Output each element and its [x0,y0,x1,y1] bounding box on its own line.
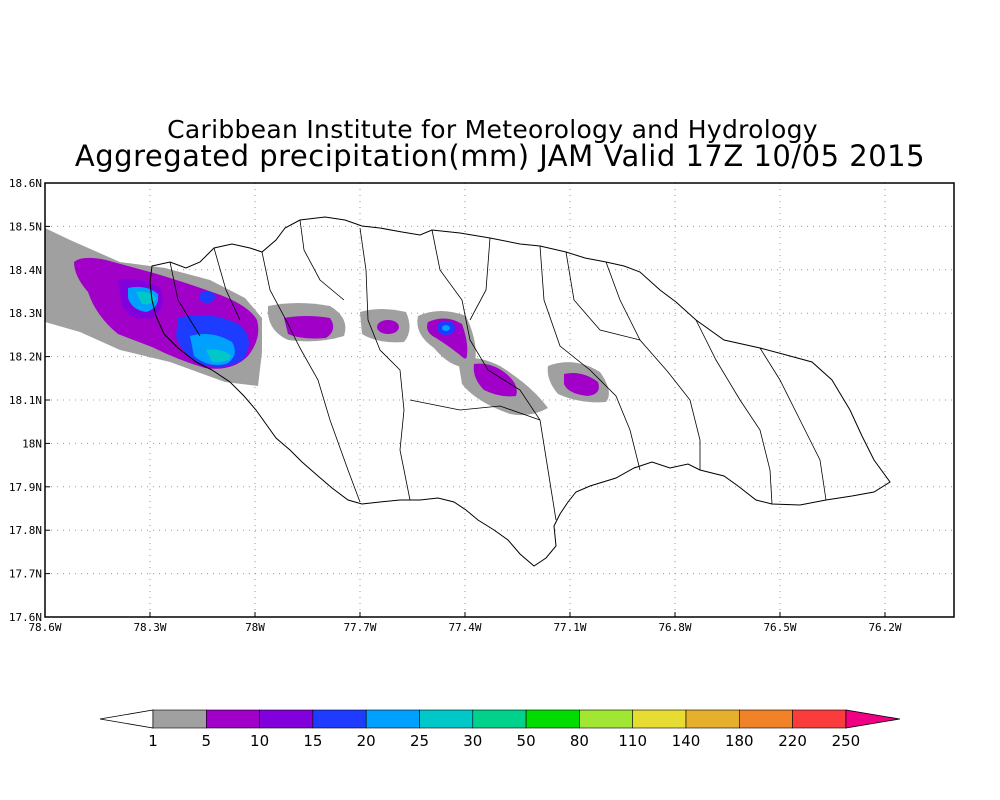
colorbar-swatch [312,709,367,729]
colorbar-label: 140 [672,732,701,750]
colorbar-label: 15 [303,732,322,750]
colorbar-label: 220 [778,732,807,750]
tick-label-lon: 78.3W [133,621,166,634]
colorbar-swatch [738,709,793,729]
tick-label-lat: 18.2N [9,351,42,364]
tick-label-lat: 17.6N [9,611,42,624]
colorbar: 1 5 10 15 20 25 30 50 80 110 140 180 220 250 [99,709,900,750]
colorbar-swatch [259,709,314,729]
colorbar-swatch [419,709,474,729]
precip-field [45,228,609,416]
colorbar-swatch [365,709,420,729]
tick-label-lat: 17.7N [9,568,42,581]
tick-label-lat: 18.3N [9,307,42,320]
tick-label-lat: 18.1N [9,394,42,407]
colorbar-label: 5 [202,732,212,750]
tick-label-lat: 17.9N [9,481,42,494]
colorbar-swatch [206,709,260,729]
tick-label-lat: 18.5N [9,220,42,233]
colorbar-swatch [525,709,580,729]
tick-label-lat: 18.4N [9,264,42,277]
colorbar-label: 110 [618,732,647,750]
precip-area-cell-3-20 [442,325,450,331]
colorbar-label: 10 [250,732,269,750]
colorbar-label: 50 [517,732,536,750]
colorbar-swatch [632,709,687,729]
tick-label-lon: 77.7W [343,621,376,634]
precip-area-cell-2-core [377,320,399,334]
colorbar-swatch [152,709,207,729]
precip-area-cell-5-core [564,373,599,396]
colorbar-label: 180 [725,732,754,750]
colorbar-label: 20 [357,732,376,750]
tick-label-lon: 78W [245,621,265,634]
plot-frame [44,182,955,618]
colorbar-label: 80 [570,732,589,750]
colorbar-swatch [792,709,847,729]
product-title: Aggregated precipitation(mm) JAM Valid 1… [74,139,926,173]
precip-spot-west-3 [199,291,215,303]
parish-boundaries [169,219,827,521]
tick-label-lon: 76.5W [763,621,796,634]
precip-area-cell-4-core [473,363,517,397]
tick-label-lat: 18N [22,437,42,450]
tick-label-lat: 18.6N [9,177,42,190]
colorbar-label: 30 [463,732,482,750]
colorbar-label: 25 [410,732,429,750]
institute-title: Caribbean Institute for Meteorology and … [167,115,818,144]
tick-label-lon: 76.2W [868,621,901,634]
tick-label-lat: 17.8N [9,524,42,537]
colorbar-label: 250 [832,732,861,750]
precip-area-west-25 [206,349,232,363]
map-grid: 78.6W 78.3W 78W 77.7W 77.4W 77.1W 76.8W 76.5W 76… [9,177,954,634]
tick-label-lon: 76.8W [658,621,691,634]
colorbar-under-arrow [99,709,154,729]
colorbar-swatch [472,709,527,729]
jamaica-coastline [149,216,891,567]
precip-area-cell-1-core [284,316,334,339]
colorbar-swatch [579,709,634,729]
tick-label-lon: 77.4W [448,621,481,634]
tick-label-lon: 77.1W [553,621,586,634]
colorbar-over-arrow [845,709,900,729]
colorbar-label: 1 [148,732,158,750]
colorbar-swatch [685,709,740,729]
tick-label-lon: 78.6W [28,621,61,634]
